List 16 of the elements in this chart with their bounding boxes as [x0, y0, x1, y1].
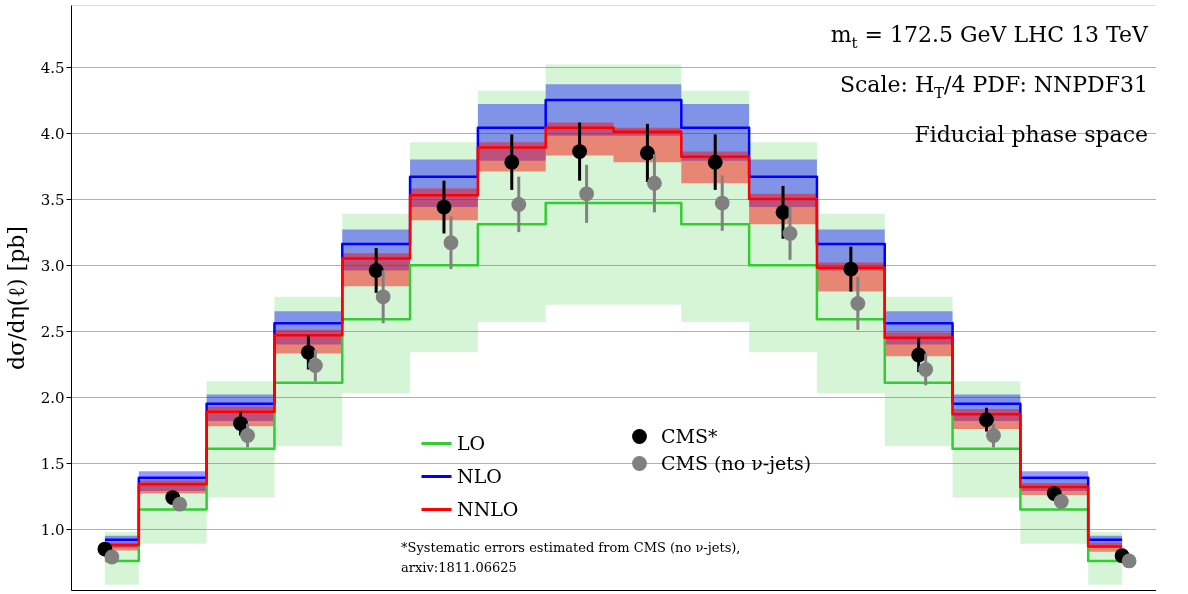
y-tick-label: 3.5	[40, 190, 65, 209]
y-tick-label: 2.5	[40, 322, 65, 341]
legend-label: NLO	[457, 464, 502, 487]
annotation: Fiducial phase space	[914, 122, 1148, 147]
annotation: *Systematic errors estimated from CMS (no ν-jets), arxiv:1811.06625	[401, 540, 741, 575]
y-tick-label: 4.5	[40, 58, 65, 77]
y-axis-title: dσ/dη(ℓ) [pb]	[3, 226, 29, 370]
y-tick-label: 1.0	[40, 520, 65, 539]
legend-label: CMS*	[661, 424, 719, 447]
legend-label: CMS (no ν-jets)	[661, 451, 812, 474]
y-tick-label: 2.0	[40, 388, 65, 407]
y-tick-label: 3.0	[40, 256, 65, 275]
legend-label: LO	[457, 431, 486, 454]
legend-label: NNLO	[457, 497, 519, 520]
y-tick-label: 4.0	[40, 124, 65, 143]
y-tick-label: 1.5	[40, 454, 65, 473]
